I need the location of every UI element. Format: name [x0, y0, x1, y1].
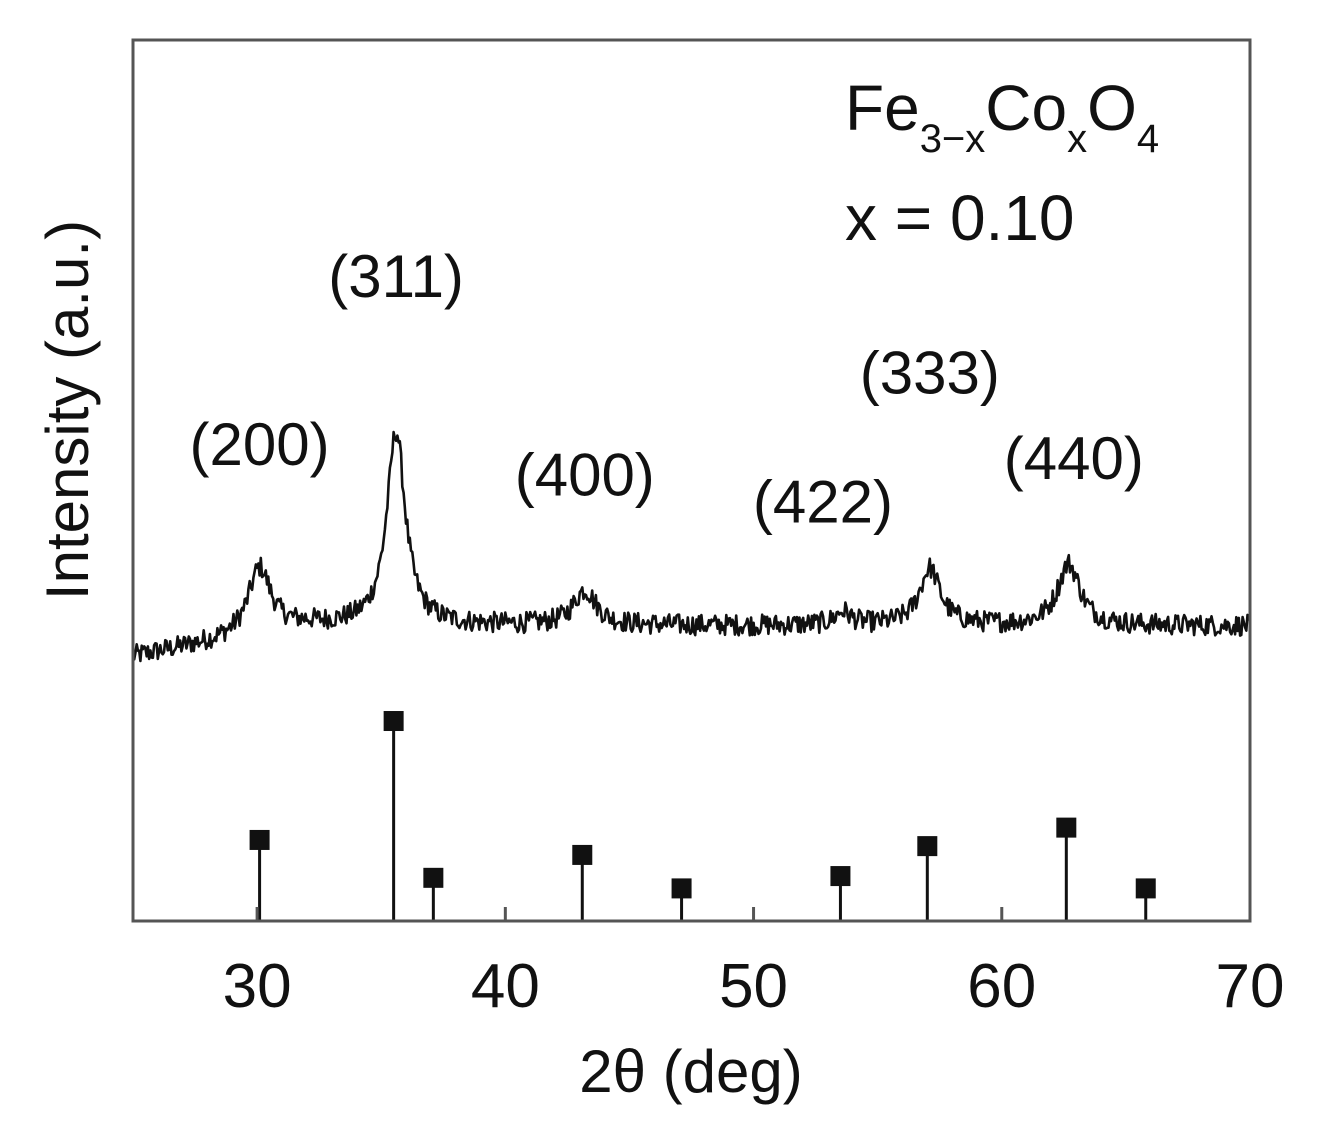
peak-label: (333): [860, 340, 1000, 407]
peak-label: (311): [328, 243, 464, 310]
formula-sub-o: 4: [1137, 117, 1159, 161]
reference-marker: [671, 878, 692, 899]
peak-label: (200): [190, 411, 330, 478]
peak-label: (440): [1004, 425, 1144, 492]
formula-annotation: Fe3−xCoxO4: [845, 72, 1159, 161]
reference-marker: [917, 836, 938, 857]
reference-marker: [423, 867, 444, 888]
formula-o: O: [1087, 72, 1137, 144]
composition-annotation: x = 0.10: [845, 182, 1075, 254]
x-tick-label: 60: [967, 952, 1036, 1021]
x-axis-ticks: 30 40 50 60 70: [223, 907, 1285, 1021]
formula-sub-co: x: [1067, 117, 1087, 161]
xrd-pattern-line: [131, 430, 1252, 663]
reference-marker: [572, 844, 593, 865]
reference-marker: [1135, 878, 1156, 899]
reference-marker: [249, 829, 270, 850]
formula-fe: Fe: [845, 72, 920, 144]
reference-marker: [830, 866, 851, 887]
x-tick-label: 70: [1216, 952, 1285, 1021]
peak-label: (422): [753, 469, 893, 536]
reference-stems: [249, 711, 1156, 921]
y-axis-title: Intensity (a.u.): [34, 220, 101, 600]
reference-marker: [1056, 817, 1077, 838]
plot-frame: [131, 38, 1252, 923]
formula-co: Co: [985, 72, 1067, 144]
peak-label: (400): [515, 442, 655, 509]
reference-marker: [383, 711, 404, 732]
x-tick-label: 40: [471, 952, 540, 1021]
peak-labels: (200) (311) (400) (422) (333)(440): [190, 243, 1144, 536]
formula-sub-fe: 3−x: [920, 117, 986, 161]
x-tick-label: 50: [719, 952, 788, 1021]
x-axis-title: 2θ (deg): [579, 1038, 802, 1105]
x-tick-label: 30: [223, 952, 292, 1021]
